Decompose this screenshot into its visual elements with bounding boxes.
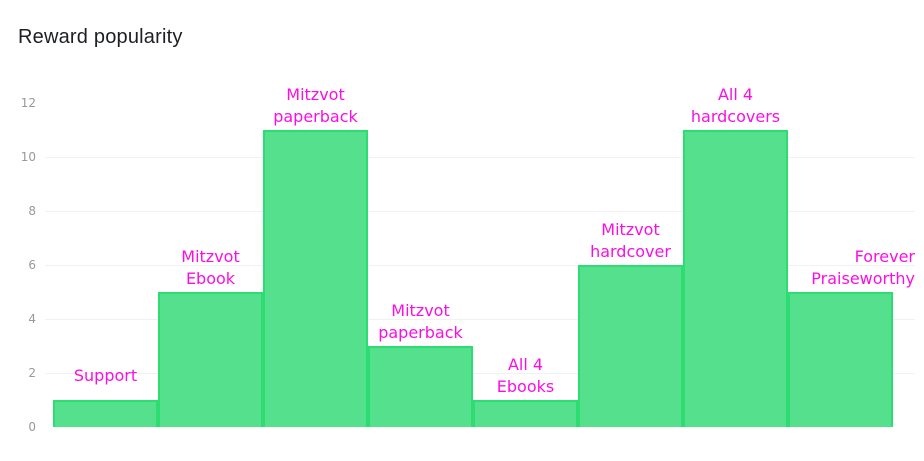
bar-all-4-ebooks[interactable] [473,400,578,427]
y-axis-tick-label: 2 [28,366,36,380]
bar-forever-praiseworthy[interactable] [788,292,893,427]
gridline-y-2 [45,373,915,374]
bar-label-line: All 4 [717,85,754,104]
gridline-y-6 [45,265,915,266]
chart-title: Reward popularity [18,26,183,48]
y-axis-tick-label: 12 [20,96,36,110]
y-axis-tick-label: 8 [28,204,36,218]
bar-mitzvot-paperback[interactable] [368,346,473,427]
bar-label-mitzvot-paperback: Mitzvot paperback [226,84,406,128]
y-axis-tick-label: 6 [28,258,36,272]
y-axis-tick-label: 0 [28,420,36,434]
gridline-y-10 [45,157,915,158]
y-axis-tick-label: 4 [28,312,36,326]
bar-support[interactable] [53,400,158,427]
bar-label-line: paperback [273,107,358,126]
y-axis-tick-label: 10 [20,150,36,164]
bar-all-4-hardcovers[interactable] [683,130,788,427]
bar-mitzvot-ebook[interactable] [158,292,263,427]
bar-mitzvot-hardcover[interactable] [578,265,683,427]
plot-area: Support Mitzvot Ebook Mitzvot paperback Mitzv… [45,85,915,427]
gridline-y-8 [45,211,915,212]
bar-label-line: Mitzvot [286,85,345,104]
bar-label-all-4-hardcovers: All 4 hardcovers [646,84,826,128]
bar-label-line: hardcovers [690,107,781,126]
bar-mitzvot-paperback[interactable] [263,130,368,427]
gridline-y-4 [45,319,915,320]
